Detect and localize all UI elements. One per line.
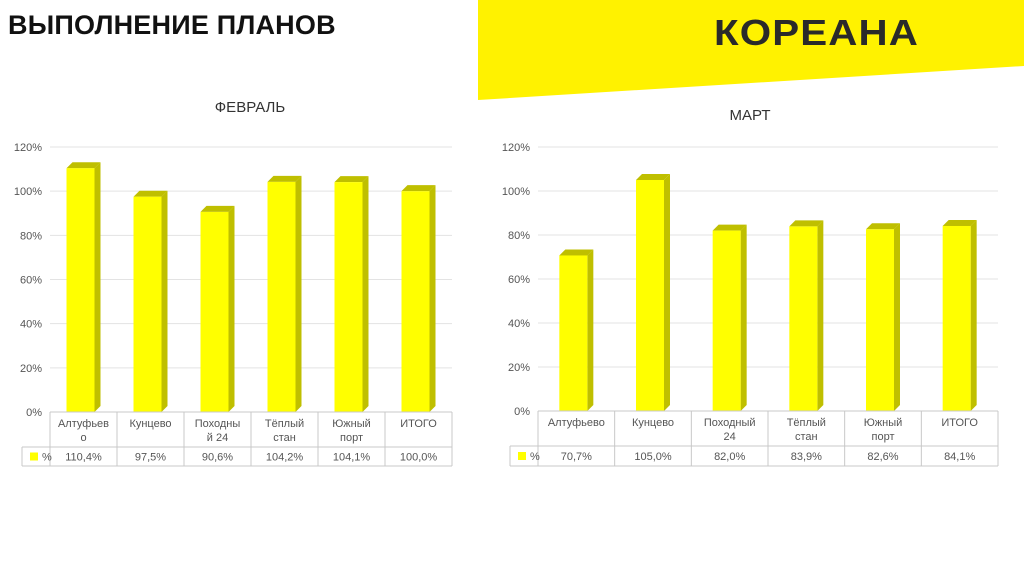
- mar-y-tick-label: 80%: [508, 230, 530, 242]
- feb-category-label: Походны й 24: [195, 418, 241, 444]
- mar-value-label: 82,6%: [867, 451, 898, 463]
- mar-category-label: Тёплый стан: [787, 417, 826, 443]
- mar-value-label: 83,9%: [791, 451, 822, 463]
- mar-bar-top: [789, 220, 824, 227]
- feb-bar: [334, 182, 363, 412]
- mar-bar: [559, 255, 588, 411]
- mar-legend-swatch: [518, 452, 526, 460]
- mar-value-label: 105,0%: [634, 451, 672, 463]
- mar-bar: [942, 225, 971, 411]
- mar-y-tick-label: 60%: [508, 274, 530, 286]
- mar-y-tick-label: 20%: [508, 362, 530, 374]
- feb-category-label: Южный порт: [332, 418, 371, 444]
- mar-value-label: 84,1%: [944, 451, 975, 463]
- feb-y-tick-label: 20%: [20, 363, 42, 375]
- mar-bar-top: [942, 219, 977, 226]
- feb-bar-side: [429, 185, 436, 412]
- brand-logo: КОРЕАНА: [714, 12, 919, 53]
- mar-bar-side: [970, 219, 977, 411]
- mar-bar-top: [712, 224, 747, 231]
- chart-title-march: МАРТ: [729, 107, 771, 124]
- feb-bar: [66, 168, 95, 412]
- mar-bar: [789, 226, 818, 411]
- feb-value-label: 97,5%: [135, 452, 166, 464]
- mar-bar: [866, 229, 894, 411]
- mar-value-label: 70,7%: [561, 451, 592, 463]
- feb-bar-side: [295, 175, 302, 412]
- mar-category-label: Алтуфьево: [548, 417, 605, 429]
- feb-value-label: 104,2%: [266, 452, 304, 464]
- feb-category-label: Кунцево: [129, 418, 171, 430]
- mar-y-tick-label: 100%: [502, 186, 530, 198]
- feb-bar-side: [94, 162, 101, 412]
- mar-category-label: Кунцево: [632, 417, 674, 429]
- feb-bar-top: [66, 162, 101, 169]
- feb-bar-side: [228, 205, 235, 412]
- mar-value-label: 82,0%: [714, 451, 745, 463]
- mar-bar-side: [740, 224, 747, 411]
- feb-value-label: 104,1%: [333, 452, 371, 464]
- brand-band-shape: [478, 0, 1024, 100]
- feb-category-label: Алтуфьев о: [58, 418, 109, 444]
- feb-category-label: ИТОГО: [400, 418, 437, 430]
- feb-y-tick-label: 120%: [14, 142, 42, 154]
- feb-legend-label: %: [42, 452, 52, 464]
- feb-bar-side: [362, 176, 369, 412]
- feb-y-tick-label: 80%: [20, 230, 42, 242]
- mar-bar-side: [587, 249, 594, 411]
- feb-bar: [200, 211, 229, 412]
- feb-bar: [401, 191, 430, 412]
- feb-value-label: 110,4%: [65, 452, 102, 464]
- feb-bar-top: [401, 185, 436, 192]
- mar-category-label: Южный порт: [864, 417, 903, 443]
- mar-bar: [636, 180, 664, 411]
- feb-bar: [267, 181, 296, 412]
- mar-bar-side: [664, 174, 670, 411]
- feb-category-label: Тёплый стан: [265, 418, 304, 444]
- feb-y-tick-label: 100%: [14, 186, 42, 198]
- mar-bar-top: [636, 174, 670, 180]
- feb-value-label: 90,6%: [202, 452, 233, 464]
- mar-category-label: ИТОГО: [941, 417, 978, 429]
- mar-bar-side: [817, 220, 824, 411]
- mar-bar-top: [866, 223, 900, 230]
- chart-title-february: ФЕВРАЛЬ: [214, 99, 286, 116]
- mar-y-tick-label: 0%: [514, 406, 530, 418]
- feb-y-tick-label: 0%: [26, 407, 42, 419]
- mar-category-label: Походный 24: [704, 417, 756, 443]
- feb-bar: [133, 196, 162, 412]
- mar-bar: [712, 230, 741, 411]
- mar-legend-label: %: [530, 451, 540, 463]
- page-title: ВЫПОЛНЕНИЕ ПЛАНОВ: [8, 10, 336, 40]
- feb-bar-top: [334, 176, 369, 183]
- mar-bar-top: [559, 249, 594, 256]
- feb-y-tick-label: 60%: [20, 275, 42, 287]
- feb-bar-side: [161, 190, 168, 412]
- feb-y-tick-label: 40%: [20, 319, 42, 331]
- mar-y-tick-label: 40%: [508, 318, 530, 330]
- feb-value-label: 100,0%: [400, 452, 438, 464]
- brand-yellow-band: [478, 0, 1024, 100]
- mar-bar-side: [894, 223, 900, 411]
- feb-bar-top: [267, 175, 302, 182]
- feb-legend-swatch: [30, 452, 38, 461]
- feb-bar-top: [200, 205, 235, 212]
- feb-bar-top: [133, 190, 168, 197]
- mar-y-tick-label: 120%: [502, 142, 530, 154]
